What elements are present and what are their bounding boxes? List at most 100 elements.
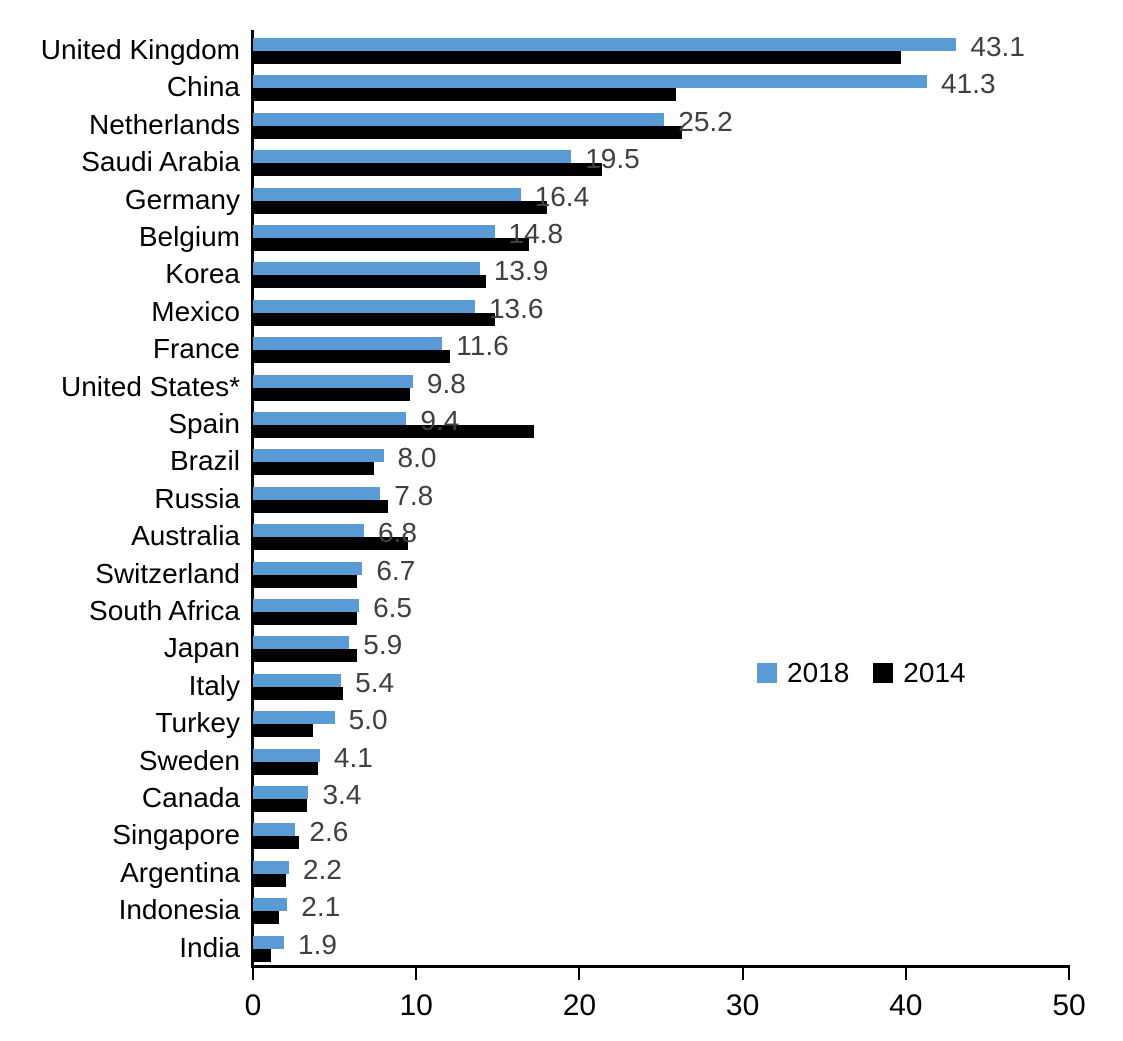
bar-2014-turkey: [253, 724, 314, 738]
bar-2018-italy: [253, 673, 342, 687]
value-label: 25.2: [678, 105, 733, 137]
bar-2014-netherlands: [253, 125, 683, 139]
bar-2014-argentina: [253, 873, 286, 887]
x-axis-tick-label: 50: [1052, 989, 1086, 1022]
category-label: Singapore: [112, 819, 240, 851]
category-label: Switzerland: [95, 557, 240, 589]
value-label: 41.3: [941, 68, 996, 100]
bar-2014-switzerland: [253, 574, 358, 588]
category-label: Sweden: [138, 744, 240, 776]
category-label: Spain: [168, 408, 240, 439]
value-label: 13.9: [493, 255, 549, 287]
legend-swatch-2014: [873, 663, 894, 683]
bar-2014-belgium: [253, 238, 529, 251]
bar-2018-korea: [253, 262, 480, 276]
x-axis-tick: [904, 968, 907, 980]
category-label: France: [152, 333, 240, 365]
legend-swatch-2018: [757, 663, 777, 683]
value-label: 43.1: [970, 31, 1025, 62]
x-axis-line: [251, 965, 1070, 968]
bar-2018-turkey: [253, 711, 335, 725]
category-label: Italy: [188, 669, 240, 701]
category-label: Netherlands: [89, 108, 240, 140]
bar-2018-france: [253, 337, 443, 351]
category-label: Saudi Arabia: [81, 146, 240, 178]
bar-2018-indonesia: [253, 898, 288, 912]
value-label: 11.6: [456, 330, 509, 362]
category-label: India: [179, 931, 240, 963]
plot-area: 43.1 41.3 25.2 19.5 16.4 14.8 13.9 13.6 11.6 9.8 9…: [245, 30, 1086, 1022]
bar-2014-france: [253, 350, 451, 364]
value-label: 13.6: [488, 292, 544, 324]
bar-2018-japan: [253, 636, 350, 650]
value-label: 19.5: [585, 143, 640, 175]
category-label: Indonesia: [118, 894, 240, 926]
x-axis-tick-label: 20: [562, 989, 597, 1022]
legend-entry-2018: 2018: [757, 659, 849, 687]
bar-2018-sweden: [253, 748, 320, 762]
bar-2018-india: [253, 935, 284, 949]
bar-2018-switzerland: [253, 561, 363, 575]
bar-2014-united-kingdom: [253, 51, 901, 64]
x-axis-tick: [741, 968, 744, 980]
category-label: Russia: [154, 482, 240, 514]
category-label: Turkey: [155, 707, 240, 739]
x-axis-tick-label: 40: [889, 989, 923, 1022]
value-label: 7.8: [394, 479, 434, 511]
category-label: United Kingdom: [40, 34, 240, 65]
value-label: 5.9: [363, 629, 403, 661]
bar-2014-japan: [253, 649, 358, 663]
bar-2014-indonesia: [253, 911, 280, 925]
bar-2014-china: [253, 88, 676, 102]
value-label: 1.9: [298, 928, 337, 960]
category-label: Germany: [124, 183, 240, 215]
value-label: 14.8: [508, 218, 564, 249]
bar-2014-russia: [253, 499, 389, 513]
value-label: 16.4: [534, 180, 590, 212]
x-axis-tick-label: 10: [399, 989, 433, 1022]
bar-2014-sweden: [253, 761, 319, 775]
value-label: 6.8: [377, 517, 417, 549]
value-label: 2.6: [309, 816, 349, 848]
bar-2018-china: [253, 75, 928, 89]
bar-2014-australia: [253, 537, 409, 551]
bar-2018-spain: [253, 412, 407, 425]
category-label: Korea: [165, 258, 240, 290]
bar-2018-russia: [253, 486, 381, 500]
bar-2014-germany: [253, 200, 547, 214]
category-label: United States*: [61, 370, 240, 402]
value-label: 9.8: [426, 367, 466, 399]
bar-2014-south-africa: [253, 612, 358, 625]
category-label: China: [166, 71, 240, 103]
category-label: South Africa: [89, 595, 240, 626]
x-axis-tick-label: 0: [244, 989, 262, 1022]
bar-2014-united-states-: [253, 387, 410, 401]
category-label: Belgium: [138, 221, 240, 252]
category-label: Australia: [131, 520, 240, 552]
bar-2014-mexico: [253, 312, 495, 326]
x-axis-tick: [252, 968, 254, 980]
category-label: Brazil: [169, 445, 240, 477]
bar-2018-saudi-arabia: [253, 150, 572, 164]
legend-entry-2014: 2014: [873, 659, 966, 687]
y-axis-line: [251, 30, 254, 968]
category-label: Mexico: [151, 295, 240, 327]
value-label: 5.4: [355, 666, 395, 698]
bar-2014-saudi-arabia: [253, 163, 603, 177]
x-axis-tick: [415, 968, 418, 980]
bar-2018-united-states-: [253, 374, 413, 388]
legend-label-2018: 2018: [787, 657, 850, 688]
bar-2018-belgium: [253, 225, 495, 238]
bar-2014-italy: [253, 686, 343, 700]
x-axis-tick: [1068, 968, 1070, 980]
bar-2018-mexico: [253, 299, 475, 313]
value-label: 6.5: [373, 592, 413, 623]
bar-2014-singapore: [253, 836, 299, 850]
bar-2018-germany: [253, 187, 521, 201]
bar-2018-south-africa: [253, 599, 360, 612]
value-label: 2.2: [302, 853, 342, 885]
bar-2014-canada: [253, 799, 307, 812]
bar-2018-argentina: [253, 860, 289, 874]
bar-2014-brazil: [253, 462, 374, 476]
